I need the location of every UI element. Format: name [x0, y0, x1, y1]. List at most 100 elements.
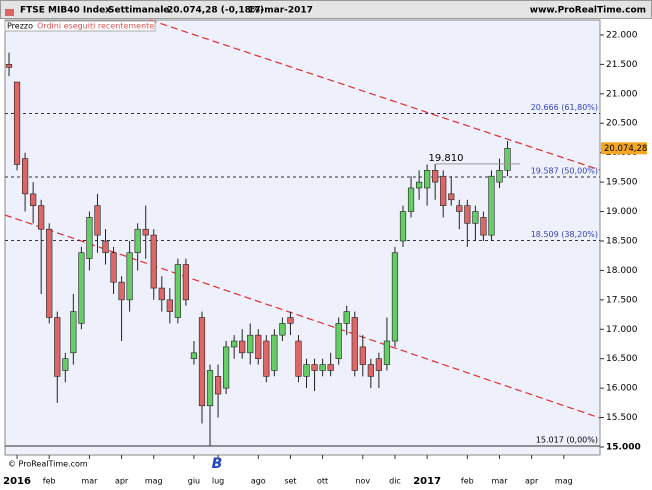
y-tick-label: 19.500 [606, 178, 638, 188]
y-tick-label: 18.000 [606, 266, 638, 276]
x-tick-label: mag [145, 477, 163, 486]
trendline [149, 19, 601, 171]
candle-body [118, 281, 125, 301]
x-tick-label: feb [43, 477, 56, 486]
candle-body [440, 175, 447, 206]
candle-body [5, 64, 13, 68]
candle-body [472, 211, 479, 224]
period: Settimanale [108, 6, 169, 16]
candle-body [239, 340, 246, 354]
candle-body [456, 205, 463, 212]
candle-body [359, 346, 366, 365]
x-tick-label: dic [389, 477, 401, 486]
candle-body [432, 170, 439, 183]
candle-body [504, 148, 511, 171]
y-tick-label: 21.500 [606, 60, 638, 70]
quote: 20.074,28 (-0,18%) [167, 6, 264, 16]
candle-body [271, 334, 278, 371]
y-tick-label: 18.500 [606, 236, 638, 246]
x-tick-label: mar [81, 477, 98, 486]
candle-body [263, 340, 270, 377]
y-tick-label: 15.000 [606, 442, 641, 452]
x-tick-label: apr [525, 477, 539, 486]
x-tick-label: 2017 [413, 476, 441, 487]
y-tick-label: 19.000 [606, 207, 638, 217]
y-tick-label: 16.000 [606, 384, 638, 394]
price-tag-label: 20.074,28 [604, 144, 647, 154]
x-tick-label: nov [355, 477, 370, 486]
candle-body [110, 252, 117, 283]
x-tick-label: lug [212, 477, 224, 486]
x-tick-label: mar [492, 477, 509, 486]
x-tick-label: giu [188, 477, 200, 486]
candle-body [86, 217, 93, 259]
candle-body [142, 228, 149, 236]
candle-body [351, 317, 358, 371]
candle-body [126, 252, 133, 301]
candle-body [367, 364, 374, 377]
date: 17-mar-2017 [248, 6, 313, 16]
y-tick-label: 21.000 [606, 89, 638, 99]
y-tick-label: 17.000 [606, 325, 638, 335]
candle-body [198, 317, 206, 407]
candle-body [166, 299, 173, 312]
candle-body [255, 334, 262, 359]
legend-item: Prezzo [7, 22, 33, 31]
x-tick-label: mag [555, 477, 573, 486]
candle-body [399, 211, 407, 242]
x-tick-label: ago [251, 477, 266, 486]
price-tag [601, 142, 647, 155]
candle-body [62, 358, 69, 371]
candle-body [78, 252, 85, 324]
candle-body [343, 311, 350, 324]
candle-body [70, 311, 77, 354]
candle-body [415, 181, 423, 189]
candle-body [54, 317, 61, 377]
instrument: FTSE MIB40 Index [20, 6, 111, 16]
candle-body [206, 370, 214, 407]
y-tick-label: 15.500 [606, 413, 638, 423]
candle-body [375, 358, 382, 371]
candle-body [287, 317, 294, 324]
candle-body [30, 193, 37, 206]
candle-body [150, 234, 157, 289]
legend-item: Ordini eseguiti recentemente [37, 22, 154, 31]
candle-body [190, 352, 198, 359]
candle-body [311, 364, 318, 371]
candle-body [303, 364, 310, 377]
level-label: 15.017 (0,00%) [536, 435, 598, 444]
candle-body [13, 81, 21, 165]
candle-body [464, 205, 471, 224]
candle-body [22, 158, 29, 195]
candle-body [279, 323, 286, 336]
candle-body [38, 205, 45, 230]
candle-body [448, 193, 455, 201]
candle-body [391, 252, 399, 342]
site: www.ProRealTime.com [530, 6, 646, 16]
x-tick-label: ott [317, 477, 328, 486]
candle-body [335, 323, 342, 359]
level-label: 20.666 (61,80%) [531, 103, 598, 112]
candle-body [231, 340, 238, 348]
candle-body [327, 364, 334, 371]
candle-body [383, 340, 391, 365]
y-tick-label: 20.500 [606, 119, 638, 129]
level-label: 18.509 (38,20%) [531, 230, 598, 239]
candle-body [102, 240, 109, 254]
pattern-marker: B [212, 456, 223, 472]
plot-area [4, 19, 601, 456]
candle-body [134, 228, 141, 254]
candle-body [496, 170, 503, 183]
level-label: 19.587 (50,00%) [531, 166, 598, 175]
candle-body [223, 346, 230, 389]
candle-body [480, 217, 487, 236]
candle-body [407, 187, 415, 212]
candle-body [158, 287, 165, 301]
high-note-label: 19.810 [429, 153, 464, 164]
y-tick-label: 22.000 [606, 30, 638, 40]
y-tick-label: 16.500 [606, 354, 638, 364]
header-icon [5, 9, 14, 16]
candle-body [214, 376, 222, 395]
candle-body [424, 170, 431, 189]
candle-body [174, 264, 181, 318]
